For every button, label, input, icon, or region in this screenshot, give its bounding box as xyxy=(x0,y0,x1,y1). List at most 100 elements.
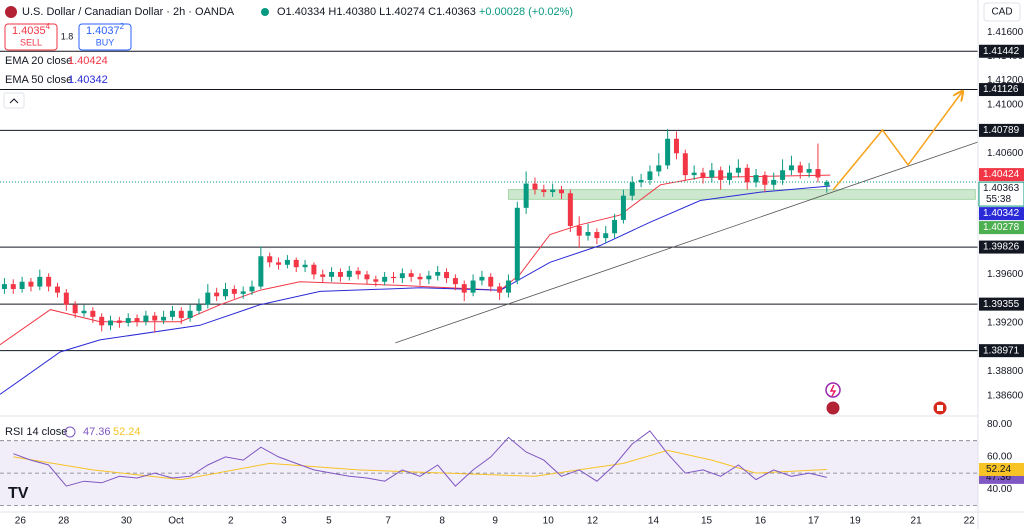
candle-body xyxy=(214,292,220,297)
candle-body xyxy=(390,276,396,279)
buy-label[interactable]: BUY xyxy=(96,37,115,47)
x-tick-label: 5 xyxy=(326,516,332,527)
low: L1.40274 xyxy=(379,6,425,18)
currency-button[interactable] xyxy=(983,2,1021,22)
candle-body xyxy=(249,286,255,292)
price-tag xyxy=(979,221,1024,235)
price-tag xyxy=(979,240,1024,254)
candle-body xyxy=(346,270,352,277)
sell-price[interactable]: 1.40354 xyxy=(12,22,51,37)
candle-body xyxy=(665,138,671,166)
legend-value: 1.40342 xyxy=(68,74,108,86)
candle-body xyxy=(771,179,777,185)
candle-body xyxy=(169,310,175,317)
us-flag-icon[interactable] xyxy=(825,400,841,416)
x-tick-label: 28 xyxy=(58,516,70,527)
x-tick-label: 26 xyxy=(15,516,27,527)
market-status xyxy=(261,8,269,16)
candle-body xyxy=(470,280,476,293)
buy-price[interactable]: 1.40372 xyxy=(86,22,125,37)
candle-body xyxy=(576,225,582,236)
symbol-title: U.S. Dollar / Canadian Dollar · 2h · OAN… xyxy=(22,6,235,18)
open: O1.40334 xyxy=(277,6,325,18)
rsi-line xyxy=(13,449,827,481)
x-tick-label: 12 xyxy=(587,516,599,527)
price: 1.4037 xyxy=(86,25,120,37)
candle-body xyxy=(514,207,520,281)
candle-body xyxy=(143,315,149,322)
price-tag xyxy=(979,168,1024,182)
sell-button[interactable] xyxy=(4,23,58,51)
price-tag-label: 1.40278 xyxy=(983,222,1020,233)
candle-body xyxy=(505,280,511,293)
rsi-icon xyxy=(64,426,76,438)
sell-label[interactable]: SELL xyxy=(20,37,42,47)
candle-body xyxy=(293,259,299,268)
candle-body xyxy=(806,169,812,173)
price-tag-label: 1.41442 xyxy=(983,46,1020,57)
candle-body xyxy=(320,274,326,277)
candle-body xyxy=(1,284,7,289)
legend-name: EMA 50 close xyxy=(5,74,72,86)
candle-body xyxy=(541,189,547,193)
close: C1.40363 xyxy=(428,6,476,18)
candle-body xyxy=(479,276,485,281)
candle-body xyxy=(258,256,264,287)
candle-body xyxy=(267,256,273,263)
symbol-icon xyxy=(5,6,17,18)
x-tick-label: 9 xyxy=(492,516,498,527)
event-icon[interactable] xyxy=(825,382,841,398)
candle-body xyxy=(205,292,211,305)
price-tag-label: 1.39355 xyxy=(983,299,1020,310)
high: H1.40380 xyxy=(328,6,376,18)
candle-body xyxy=(497,286,503,293)
candle-body xyxy=(54,286,60,293)
rsi-tag xyxy=(979,462,1024,476)
ohlc-readout: O1.40334 H1.40380 L1.40274 C1.40363 +0.0… xyxy=(277,6,573,18)
lightning xyxy=(829,384,837,397)
countdown: 55:38 xyxy=(986,194,1011,205)
candle-body xyxy=(240,291,246,294)
y-tick-label: 1.41000 xyxy=(987,99,1024,110)
candle-body xyxy=(116,320,122,323)
candle-body xyxy=(196,304,202,311)
candle-body xyxy=(620,195,626,220)
price-tag-label: 1.40363 xyxy=(983,183,1020,194)
collapse-button[interactable] xyxy=(3,92,25,109)
candle-body xyxy=(222,288,228,297)
logo: TV xyxy=(8,485,29,502)
buy-button[interactable] xyxy=(78,23,132,51)
candle-body xyxy=(603,233,609,239)
candle-body xyxy=(727,172,733,180)
candle-body xyxy=(161,316,167,321)
rsi-tick-label: 60.00 xyxy=(987,452,1012,463)
price-tag xyxy=(978,181,1024,207)
candle-body xyxy=(99,316,105,326)
candle-body xyxy=(444,272,450,279)
candle-body xyxy=(824,181,830,186)
candle-body xyxy=(178,310,184,319)
rsi-ma-value: 52.24 xyxy=(113,426,141,438)
candle-body xyxy=(700,172,706,178)
candle-body xyxy=(567,193,573,226)
plot-area xyxy=(0,50,979,506)
candle-body xyxy=(435,272,441,276)
candle-body xyxy=(37,276,43,287)
candle-body xyxy=(152,315,158,321)
candle-body xyxy=(81,310,87,314)
x-tick-label: 7 xyxy=(385,516,391,527)
trend-line xyxy=(395,141,979,344)
candle-body xyxy=(337,272,343,277)
candle-body xyxy=(656,165,662,172)
price-tag-label: 1.40789 xyxy=(983,125,1020,136)
candle-body xyxy=(417,276,423,280)
candle-body xyxy=(780,170,786,180)
candle-body xyxy=(682,153,688,176)
y-tick-label: 1.38600 xyxy=(987,390,1024,401)
candle-body xyxy=(284,259,290,265)
price-tag xyxy=(979,44,1024,58)
price-tag-label: 1.41126 xyxy=(983,84,1019,95)
candle-body xyxy=(461,284,467,293)
currency[interactable]: CAD xyxy=(991,7,1012,18)
candle-body xyxy=(231,288,237,294)
